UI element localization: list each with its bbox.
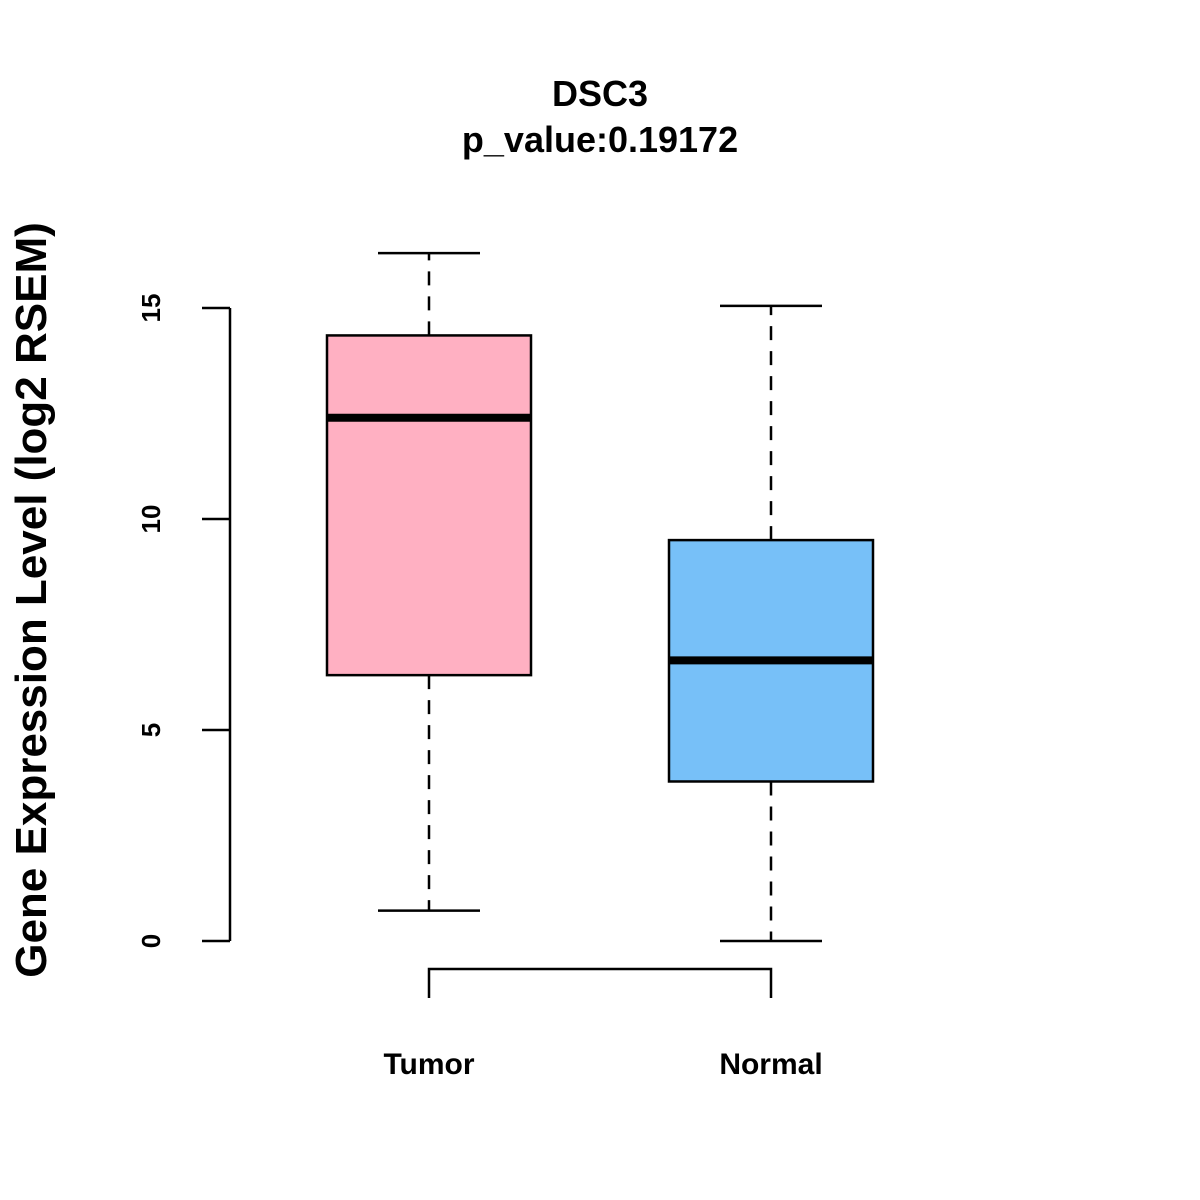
- y-tick-label: 10: [136, 505, 166, 534]
- box-normal: [667, 304, 875, 943]
- comparison-bracket: [427, 967, 773, 998]
- y-tick-label: 0: [136, 934, 166, 948]
- box-tumor: [325, 251, 533, 912]
- iqr-box: [325, 334, 533, 677]
- chart-subtitle: p_value:0.19172: [462, 119, 738, 160]
- boxes-layer: [325, 251, 875, 943]
- x-category-label: Tumor: [383, 1048, 474, 1081]
- x-axis-labels: Tumor Normal: [383, 1048, 822, 1081]
- y-tick-label: 5: [136, 723, 166, 737]
- chart-title: DSC3: [552, 73, 648, 114]
- x-category-label: Normal: [719, 1048, 822, 1081]
- y-axis: 0 5 10 15: [136, 294, 232, 948]
- y-axis-label: Gene Expression Level (log2 RSEM): [7, 222, 56, 978]
- y-tick-label: 15: [136, 294, 166, 323]
- bracket-line: [427, 967, 773, 998]
